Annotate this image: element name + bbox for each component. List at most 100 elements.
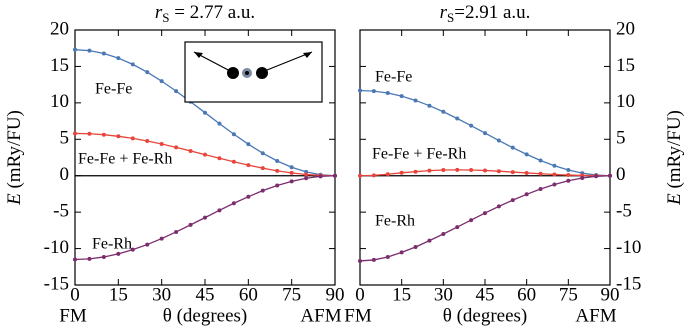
- data-point: [455, 167, 460, 172]
- data-point: [385, 172, 390, 177]
- data-point: [496, 169, 501, 174]
- title-text: =2.91 a.u.: [454, 2, 530, 23]
- series-label: Fe-Fe + Fe-Rh: [372, 146, 466, 163]
- title-subscript: S: [447, 10, 454, 25]
- data-point: [510, 198, 515, 203]
- data-point: [188, 222, 193, 227]
- data-point: [159, 79, 164, 84]
- data-point: [87, 48, 92, 53]
- data-point: [275, 158, 280, 163]
- data-point: [203, 152, 207, 157]
- data-point: [427, 238, 432, 243]
- y-tick-label: -15: [44, 273, 69, 294]
- x-axis-label: θ (degrees): [163, 305, 248, 326]
- data-point: [260, 188, 265, 193]
- data-point: [566, 178, 571, 183]
- x-end-label: AFM: [300, 305, 341, 326]
- data-point: [101, 132, 106, 137]
- data-point: [87, 256, 92, 261]
- data-point: [524, 152, 529, 157]
- data-point: [441, 232, 446, 236]
- data-point: [145, 70, 150, 75]
- data-point: [231, 201, 236, 206]
- series-label: Fe-Fe: [95, 81, 132, 98]
- x-end-label: FM: [59, 305, 87, 326]
- x-tick-label: 15: [109, 284, 128, 305]
- data-point: [371, 257, 376, 262]
- x-end-label: FM: [344, 305, 372, 326]
- x-tick-label: 45: [476, 284, 495, 305]
- data-point: [510, 145, 515, 150]
- data-point: [552, 172, 557, 177]
- data-point: [159, 236, 164, 241]
- data-point: [413, 169, 418, 174]
- data-point: [174, 229, 179, 234]
- y-tick-label: 20: [616, 18, 635, 39]
- series-label: Fe-Fe + Fe-Rh: [78, 151, 172, 168]
- data-point: [427, 103, 432, 108]
- data-point: [145, 242, 150, 247]
- panel-title: rS = 2.77 a.u.: [155, 2, 255, 25]
- data-point: [203, 110, 207, 115]
- data-point: [441, 109, 446, 114]
- data-point: [483, 211, 487, 216]
- x-end-label: AFM: [575, 305, 616, 326]
- data-point: [538, 158, 543, 163]
- data-point: [101, 51, 106, 56]
- data-point: [594, 174, 599, 179]
- data-point: [483, 131, 487, 136]
- data-point: [483, 168, 487, 173]
- data-point: [246, 163, 251, 168]
- y-tick-label: 10: [616, 91, 635, 112]
- y-tick-label: 5: [616, 128, 626, 149]
- data-point: [333, 173, 337, 178]
- y-tick-label: -5: [616, 201, 632, 222]
- data-point: [203, 215, 207, 220]
- data-point: [441, 168, 446, 173]
- data-point: [231, 132, 236, 137]
- data-point: [73, 131, 77, 136]
- data-point: [289, 170, 294, 175]
- x-tick-label: 75: [559, 284, 578, 305]
- y-label-text: (mRy/FU): [4, 110, 25, 193]
- data-point: [116, 134, 121, 139]
- data-point: [524, 170, 529, 175]
- y-label-text: (mRy/FU): [664, 110, 685, 193]
- data-point: [496, 204, 501, 209]
- data-point: [130, 62, 135, 67]
- data-point: [566, 168, 571, 173]
- title-text: = 2.77 a.u.: [169, 2, 255, 23]
- data-point: [275, 183, 280, 188]
- data-point: [413, 244, 418, 249]
- y-tick-label: -10: [44, 237, 69, 258]
- data-point: [455, 225, 460, 230]
- series-label: Fe-Rh: [92, 236, 132, 253]
- data-point: [289, 165, 294, 170]
- x-axis-label: θ (degrees): [443, 305, 528, 326]
- data-point: [455, 116, 460, 121]
- data-point: [188, 148, 193, 153]
- y-tick-label: -15: [616, 273, 641, 294]
- data-point: [496, 138, 501, 143]
- data-point: [289, 179, 294, 184]
- title-symbol: r: [440, 2, 448, 23]
- data-point: [608, 173, 612, 178]
- x-tick-label: 90: [326, 284, 345, 305]
- data-point: [358, 173, 362, 178]
- data-point: [413, 98, 418, 103]
- data-point: [217, 156, 222, 161]
- data-point: [304, 172, 309, 177]
- data-point: [174, 145, 179, 150]
- data-point: [538, 171, 543, 176]
- data-point: [130, 136, 135, 141]
- y-label-symbol: E: [4, 193, 25, 206]
- data-point: [217, 208, 222, 213]
- data-point: [73, 257, 77, 262]
- y-tick-label: 0: [616, 164, 626, 185]
- x-tick-label: 45: [196, 284, 215, 305]
- x-tick-label: 30: [434, 284, 453, 305]
- y-tick-label: 10: [50, 91, 69, 112]
- data-point: [246, 142, 251, 147]
- data-point: [469, 218, 474, 223]
